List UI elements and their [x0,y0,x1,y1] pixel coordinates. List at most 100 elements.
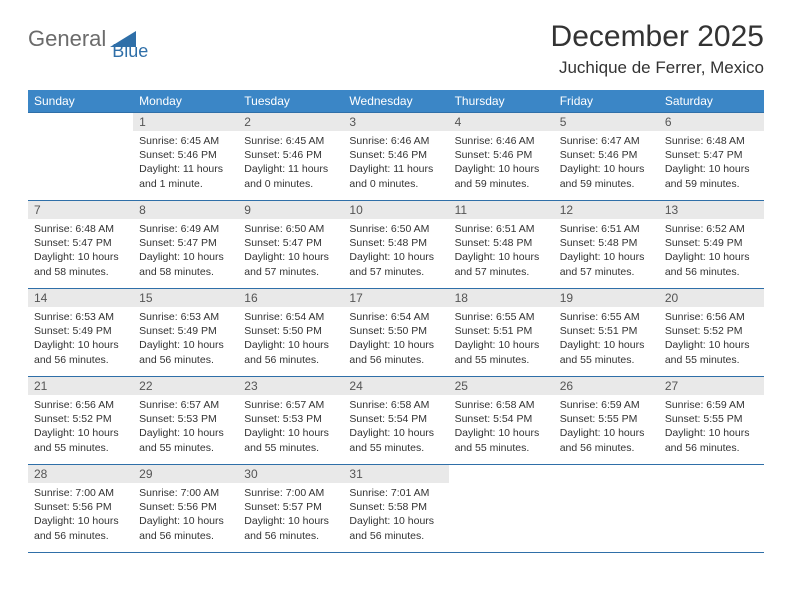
day-sunset: Sunset: 5:57 PM [244,500,337,514]
day-body: Sunrise: 6:57 AMSunset: 5:53 PMDaylight:… [133,395,238,459]
day-body: Sunrise: 7:00 AMSunset: 5:56 PMDaylight:… [28,483,133,547]
day-body: Sunrise: 6:54 AMSunset: 5:50 PMDaylight:… [343,307,448,371]
day-daylight: Daylight: 10 hours and 59 minutes. [665,162,758,190]
day-sunset: Sunset: 5:48 PM [455,236,548,250]
day-daylight: Daylight: 10 hours and 56 minutes. [139,514,232,542]
day-daylight: Daylight: 10 hours and 57 minutes. [349,250,442,278]
calendar-day-cell: 17Sunrise: 6:54 AMSunset: 5:50 PMDayligh… [343,289,448,377]
day-body: Sunrise: 6:51 AMSunset: 5:48 PMDaylight:… [554,219,659,283]
day-sunset: Sunset: 5:58 PM [349,500,442,514]
day-sunset: Sunset: 5:47 PM [244,236,337,250]
calendar-day-cell: 12Sunrise: 6:51 AMSunset: 5:48 PMDayligh… [554,201,659,289]
day-daylight: Daylight: 10 hours and 55 minutes. [455,426,548,454]
day-sunrise: Sunrise: 7:00 AM [244,486,337,500]
calendar-day-cell: 26Sunrise: 6:59 AMSunset: 5:55 PMDayligh… [554,377,659,465]
weekday-header: Tuesday [238,90,343,113]
day-daylight: Daylight: 11 hours and 0 minutes. [349,162,442,190]
day-sunset: Sunset: 5:46 PM [455,148,548,162]
day-number: 26 [554,377,659,395]
day-sunset: Sunset: 5:52 PM [34,412,127,426]
day-sunrise: Sunrise: 6:54 AM [349,310,442,324]
calendar-day-cell: 7Sunrise: 6:48 AMSunset: 5:47 PMDaylight… [28,201,133,289]
day-number: 12 [554,201,659,219]
calendar-day-cell: 13Sunrise: 6:52 AMSunset: 5:49 PMDayligh… [659,201,764,289]
day-number: 14 [28,289,133,307]
day-daylight: Daylight: 10 hours and 55 minutes. [455,338,548,366]
day-sunrise: Sunrise: 6:51 AM [560,222,653,236]
day-daylight: Daylight: 10 hours and 55 minutes. [139,426,232,454]
day-body: Sunrise: 6:55 AMSunset: 5:51 PMDaylight:… [554,307,659,371]
day-body: Sunrise: 7:00 AMSunset: 5:56 PMDaylight:… [133,483,238,547]
day-sunset: Sunset: 5:46 PM [560,148,653,162]
calendar-day-cell: 14Sunrise: 6:53 AMSunset: 5:49 PMDayligh… [28,289,133,377]
day-sunset: Sunset: 5:47 PM [34,236,127,250]
logo-text-blue: Blue [112,41,148,62]
day-sunset: Sunset: 5:46 PM [349,148,442,162]
day-number: 1 [133,113,238,131]
day-number: 30 [238,465,343,483]
day-sunset: Sunset: 5:55 PM [665,412,758,426]
day-sunset: Sunset: 5:56 PM [34,500,127,514]
day-sunrise: Sunrise: 6:47 AM [560,134,653,148]
weekday-header: Wednesday [343,90,448,113]
day-number: 17 [343,289,448,307]
day-sunset: Sunset: 5:51 PM [455,324,548,338]
day-body: Sunrise: 6:48 AMSunset: 5:47 PMDaylight:… [659,131,764,195]
day-sunrise: Sunrise: 6:56 AM [665,310,758,324]
day-daylight: Daylight: 10 hours and 55 minutes. [349,426,442,454]
calendar-day-cell: 31Sunrise: 7:01 AMSunset: 5:58 PMDayligh… [343,465,448,553]
weekday-header: Thursday [449,90,554,113]
page: General Blue December 2025 Juchique de F… [0,0,792,573]
day-body: Sunrise: 6:51 AMSunset: 5:48 PMDaylight:… [449,219,554,283]
calendar-day-cell: 25Sunrise: 6:58 AMSunset: 5:54 PMDayligh… [449,377,554,465]
weekday-header: Monday [133,90,238,113]
day-body: Sunrise: 6:56 AMSunset: 5:52 PMDaylight:… [659,307,764,371]
day-number: 24 [343,377,448,395]
day-daylight: Daylight: 10 hours and 55 minutes. [244,426,337,454]
day-sunrise: Sunrise: 6:59 AM [665,398,758,412]
day-body: Sunrise: 6:45 AMSunset: 5:46 PMDaylight:… [238,131,343,195]
day-sunrise: Sunrise: 6:45 AM [139,134,232,148]
calendar-day-cell: 29Sunrise: 7:00 AMSunset: 5:56 PMDayligh… [133,465,238,553]
calendar-day-cell: 19Sunrise: 6:55 AMSunset: 5:51 PMDayligh… [554,289,659,377]
day-sunset: Sunset: 5:52 PM [665,324,758,338]
day-sunrise: Sunrise: 6:46 AM [455,134,548,148]
calendar-day-cell: 22Sunrise: 6:57 AMSunset: 5:53 PMDayligh… [133,377,238,465]
day-daylight: Daylight: 10 hours and 56 minutes. [560,426,653,454]
logo-text-general: General [28,26,106,52]
calendar-day-cell: 1Sunrise: 6:45 AMSunset: 5:46 PMDaylight… [133,113,238,201]
day-sunset: Sunset: 5:47 PM [139,236,232,250]
day-daylight: Daylight: 10 hours and 56 minutes. [349,338,442,366]
day-daylight: Daylight: 10 hours and 57 minutes. [244,250,337,278]
day-sunrise: Sunrise: 6:45 AM [244,134,337,148]
day-body: Sunrise: 6:59 AMSunset: 5:55 PMDaylight:… [659,395,764,459]
day-daylight: Daylight: 10 hours and 55 minutes. [665,338,758,366]
day-body: Sunrise: 6:57 AMSunset: 5:53 PMDaylight:… [238,395,343,459]
day-body: Sunrise: 6:46 AMSunset: 5:46 PMDaylight:… [343,131,448,195]
title-block: December 2025 Juchique de Ferrer, Mexico [551,20,764,78]
day-sunrise: Sunrise: 6:53 AM [34,310,127,324]
day-sunset: Sunset: 5:47 PM [665,148,758,162]
day-number: 3 [343,113,448,131]
day-number: 20 [659,289,764,307]
calendar-day-cell [659,465,764,553]
month-title: December 2025 [551,20,764,54]
calendar-week-row: 21Sunrise: 6:56 AMSunset: 5:52 PMDayligh… [28,377,764,465]
day-number: 28 [28,465,133,483]
day-sunset: Sunset: 5:51 PM [560,324,653,338]
day-daylight: Daylight: 11 hours and 1 minute. [139,162,232,190]
day-number: 25 [449,377,554,395]
calendar-day-cell: 24Sunrise: 6:58 AMSunset: 5:54 PMDayligh… [343,377,448,465]
location: Juchique de Ferrer, Mexico [551,58,764,78]
day-number: 23 [238,377,343,395]
day-sunrise: Sunrise: 7:01 AM [349,486,442,500]
day-sunrise: Sunrise: 6:58 AM [455,398,548,412]
calendar-table: SundayMondayTuesdayWednesdayThursdayFrid… [28,90,764,553]
day-sunrise: Sunrise: 7:00 AM [34,486,127,500]
calendar-week-row: 14Sunrise: 6:53 AMSunset: 5:49 PMDayligh… [28,289,764,377]
calendar-day-cell: 18Sunrise: 6:55 AMSunset: 5:51 PMDayligh… [449,289,554,377]
day-body: Sunrise: 6:58 AMSunset: 5:54 PMDaylight:… [449,395,554,459]
day-sunset: Sunset: 5:49 PM [34,324,127,338]
day-sunset: Sunset: 5:49 PM [139,324,232,338]
calendar-day-cell: 11Sunrise: 6:51 AMSunset: 5:48 PMDayligh… [449,201,554,289]
